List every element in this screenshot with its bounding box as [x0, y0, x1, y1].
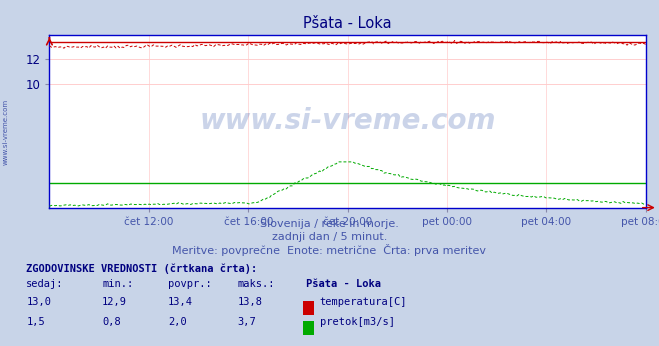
Text: 13,0: 13,0 — [26, 297, 51, 307]
Text: www.si-vreme.com: www.si-vreme.com — [2, 98, 9, 165]
Text: 13,4: 13,4 — [168, 297, 193, 307]
Text: pretok[m3/s]: pretok[m3/s] — [320, 317, 395, 327]
Text: temperatura[C]: temperatura[C] — [320, 297, 407, 307]
Text: ZGODOVINSKE VREDNOSTI (črtkana črta):: ZGODOVINSKE VREDNOSTI (črtkana črta): — [26, 263, 258, 274]
Text: 3,7: 3,7 — [237, 317, 256, 327]
Text: Slovenija / reke in morje.: Slovenija / reke in morje. — [260, 219, 399, 229]
Text: 13,8: 13,8 — [237, 297, 262, 307]
Text: min.:: min.: — [102, 279, 133, 289]
Text: 0,8: 0,8 — [102, 317, 121, 327]
Text: zadnji dan / 5 minut.: zadnji dan / 5 minut. — [272, 233, 387, 243]
Text: Meritve: povprečne  Enote: metrične  Črta: prva meritev: Meritve: povprečne Enote: metrične Črta:… — [173, 244, 486, 256]
Title: Pšata - Loka: Pšata - Loka — [303, 16, 392, 31]
Text: 1,5: 1,5 — [26, 317, 45, 327]
Text: sedaj:: sedaj: — [26, 279, 64, 289]
Text: 12,9: 12,9 — [102, 297, 127, 307]
Text: maks.:: maks.: — [237, 279, 275, 289]
Text: www.si-vreme.com: www.si-vreme.com — [200, 107, 496, 135]
Text: povpr.:: povpr.: — [168, 279, 212, 289]
Text: 2,0: 2,0 — [168, 317, 186, 327]
Text: Pšata - Loka: Pšata - Loka — [306, 279, 382, 289]
